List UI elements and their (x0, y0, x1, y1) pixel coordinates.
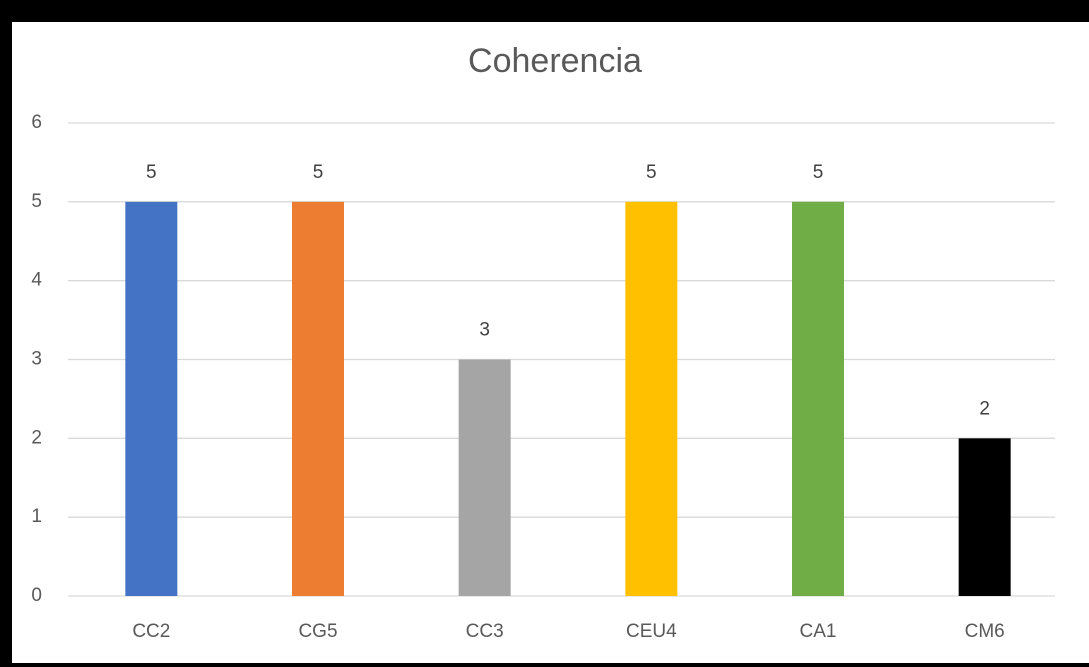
x-tick-label: CC3 (466, 621, 504, 642)
y-tick-label: 1 (31, 506, 42, 527)
x-tick-label: CG5 (298, 621, 337, 642)
data-label: 5 (646, 162, 657, 183)
x-tick-label: CM6 (965, 621, 1005, 642)
x-tick-label: CEU4 (626, 621, 677, 642)
data-label: 2 (979, 398, 990, 419)
bar (125, 201, 178, 597)
y-tick-label: 2 (31, 427, 42, 448)
data-label: 5 (813, 162, 824, 183)
bar (458, 359, 511, 596)
bar (958, 438, 1011, 596)
y-tick-label: 5 (31, 191, 42, 212)
y-tick-label: 3 (31, 349, 42, 370)
y-tick-label: 6 (31, 112, 42, 133)
bar (625, 201, 678, 597)
chart-title: Coherencia (468, 42, 642, 80)
bar (792, 201, 844, 597)
x-tick-label: CC2 (132, 621, 170, 642)
data-label: 5 (313, 162, 324, 183)
y-tick-label: 4 (31, 270, 42, 291)
chart-area (12, 22, 1089, 663)
bar (292, 201, 344, 597)
data-label: 3 (479, 320, 490, 341)
data-label: 5 (146, 162, 157, 183)
x-tick-label: CA1 (800, 621, 837, 642)
y-tick-label: 0 (31, 585, 42, 606)
